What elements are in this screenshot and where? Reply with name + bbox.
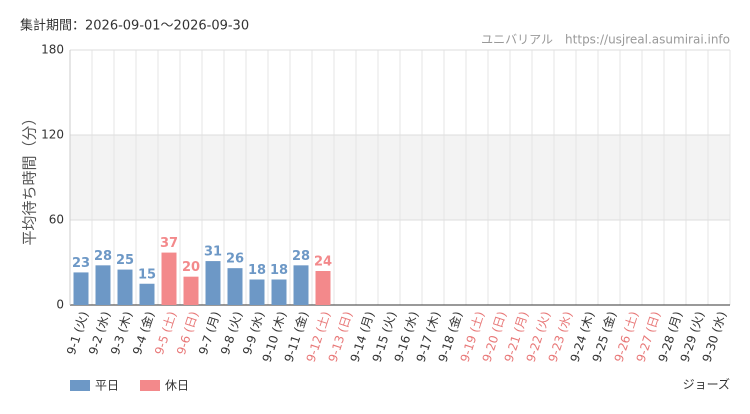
y-axis-label: 平均待ち時間（分） bbox=[21, 110, 39, 245]
footer: ジョーズ bbox=[683, 377, 730, 392]
bar bbox=[227, 268, 243, 305]
value-label: 24 bbox=[314, 255, 332, 270]
legend-label: 休日 bbox=[165, 379, 189, 393]
legend-swatch bbox=[70, 380, 90, 391]
value-label: 26 bbox=[226, 252, 244, 267]
bar bbox=[271, 279, 287, 305]
value-label: 18 bbox=[248, 263, 266, 278]
value-label: 23 bbox=[72, 256, 90, 271]
bar bbox=[205, 261, 221, 305]
value-label: 31 bbox=[204, 245, 222, 260]
bar bbox=[249, 279, 265, 305]
source: ユニバリアル https://usjreal.asumirai.info bbox=[481, 33, 730, 47]
bar bbox=[161, 252, 177, 305]
bar bbox=[183, 276, 199, 305]
bar bbox=[73, 272, 89, 305]
chart-title: 集計期間：2026-09-01～2026-09-30 bbox=[20, 18, 249, 34]
y-tick-label: 120 bbox=[41, 128, 64, 142]
legend-swatch bbox=[140, 380, 160, 391]
y-tick-label: 60 bbox=[49, 213, 64, 227]
bar bbox=[293, 265, 309, 305]
value-label: 20 bbox=[182, 260, 200, 275]
value-label: 37 bbox=[160, 236, 178, 251]
bar bbox=[117, 269, 133, 305]
value-label: 18 bbox=[270, 263, 288, 278]
value-label: 28 bbox=[292, 249, 310, 264]
y-tick-label: 0 bbox=[56, 298, 64, 312]
value-label: 25 bbox=[116, 253, 134, 268]
y-tick-label: 180 bbox=[41, 43, 64, 57]
value-label: 28 bbox=[94, 249, 112, 264]
value-label: 15 bbox=[138, 267, 156, 282]
bar bbox=[315, 271, 331, 305]
bar bbox=[139, 283, 155, 305]
legend-label: 平日 bbox=[95, 379, 119, 393]
bar bbox=[95, 265, 111, 305]
